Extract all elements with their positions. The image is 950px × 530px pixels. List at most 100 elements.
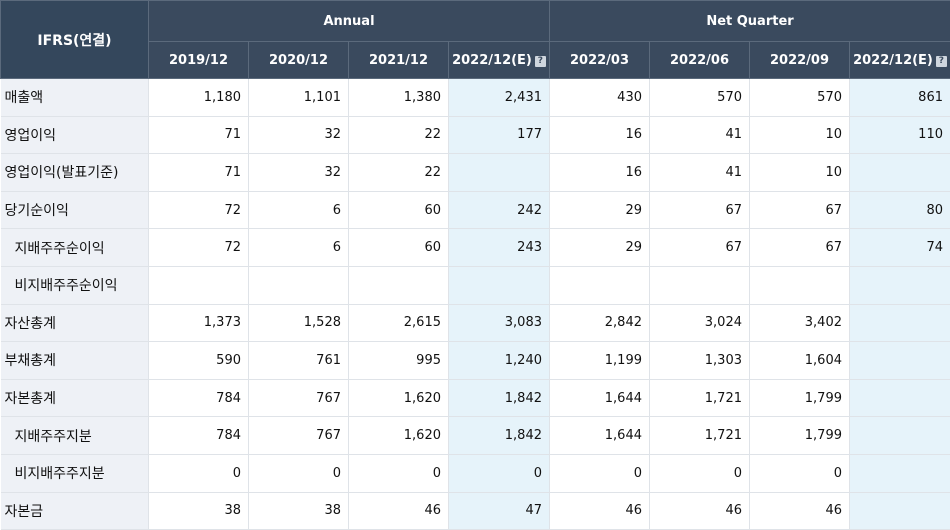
value-cell-estimate bbox=[850, 342, 950, 380]
period-header: 2022/06 bbox=[650, 42, 750, 79]
value-cell: 767 bbox=[249, 379, 349, 417]
value-cell: 22 bbox=[349, 154, 449, 192]
value-cell: 570 bbox=[750, 79, 850, 117]
row-label[interactable]: 영업이익 bbox=[1, 116, 149, 154]
value-cell: 0 bbox=[750, 454, 850, 492]
value-cell: 22 bbox=[349, 116, 449, 154]
value-cell: 1,528 bbox=[249, 304, 349, 342]
value-cell bbox=[750, 266, 850, 304]
value-cell bbox=[249, 266, 349, 304]
value-cell-estimate: 3,083 bbox=[449, 304, 550, 342]
value-cell: 2,615 bbox=[349, 304, 449, 342]
value-cell-estimate: 1,842 bbox=[449, 379, 550, 417]
value-cell: 6 bbox=[249, 191, 349, 229]
table-row: 자산총계 1,373 1,528 2,615 3,083 2,842 3,024… bbox=[1, 304, 950, 342]
row-label[interactable]: 자본총계 bbox=[1, 379, 149, 417]
value-cell-estimate bbox=[850, 417, 950, 455]
value-cell: 60 bbox=[349, 229, 449, 267]
value-cell: 0 bbox=[349, 454, 449, 492]
value-cell: 46 bbox=[750, 492, 850, 530]
table-row: 당기순이익 72 6 60 242 29 67 67 80 bbox=[1, 191, 950, 229]
period-header-estimate: 2022/12(E)? bbox=[449, 42, 550, 79]
value-cell-estimate: 110 bbox=[850, 116, 950, 154]
value-cell: 1,620 bbox=[349, 417, 449, 455]
row-label[interactable]: 비지배주주지분 bbox=[1, 454, 149, 492]
value-cell: 1,180 bbox=[149, 79, 249, 117]
value-cell: 71 bbox=[149, 154, 249, 192]
value-cell: 16 bbox=[550, 154, 650, 192]
row-label[interactable]: 영업이익(발표기준) bbox=[1, 154, 149, 192]
value-cell: 46 bbox=[550, 492, 650, 530]
quarter-group-header: Net Quarter bbox=[550, 1, 950, 42]
value-cell bbox=[149, 266, 249, 304]
value-cell: 10 bbox=[750, 154, 850, 192]
value-cell: 1,799 bbox=[750, 379, 850, 417]
value-cell-estimate: 243 bbox=[449, 229, 550, 267]
value-cell-estimate bbox=[850, 454, 950, 492]
value-cell: 41 bbox=[650, 116, 750, 154]
table-row: 자본총계 784 767 1,620 1,842 1,644 1,721 1,7… bbox=[1, 379, 950, 417]
row-label[interactable]: 지배주주순이익 bbox=[1, 229, 149, 267]
value-cell: 3,402 bbox=[750, 304, 850, 342]
value-cell-estimate: 861 bbox=[850, 79, 950, 117]
table-row: 지배주주순이익 72 6 60 243 29 67 67 74 bbox=[1, 229, 950, 267]
value-cell-estimate: 1,842 bbox=[449, 417, 550, 455]
value-cell: 784 bbox=[149, 379, 249, 417]
value-cell: 67 bbox=[750, 191, 850, 229]
row-label[interactable]: 매출액 bbox=[1, 79, 149, 117]
value-cell: 1,373 bbox=[149, 304, 249, 342]
value-cell: 784 bbox=[149, 417, 249, 455]
value-cell-estimate: 177 bbox=[449, 116, 550, 154]
value-cell: 1,199 bbox=[550, 342, 650, 380]
table-corner-header: IFRS(연결) bbox=[1, 1, 149, 79]
value-cell: 72 bbox=[149, 191, 249, 229]
value-cell: 1,721 bbox=[650, 417, 750, 455]
row-label[interactable]: 지배주주지분 bbox=[1, 417, 149, 455]
value-cell: 41 bbox=[650, 154, 750, 192]
value-cell: 32 bbox=[249, 116, 349, 154]
value-cell: 72 bbox=[149, 229, 249, 267]
annual-group-header: Annual bbox=[149, 1, 550, 42]
row-label[interactable]: 비지배주주순이익 bbox=[1, 266, 149, 304]
value-cell: 38 bbox=[149, 492, 249, 530]
period-header: 2022/03 bbox=[550, 42, 650, 79]
table-row: 비지배주주지분 0 0 0 0 0 0 0 bbox=[1, 454, 950, 492]
value-cell: 32 bbox=[249, 154, 349, 192]
value-cell bbox=[349, 266, 449, 304]
value-cell-estimate: 74 bbox=[850, 229, 950, 267]
value-cell-estimate bbox=[850, 304, 950, 342]
period-header: 2020/12 bbox=[249, 42, 349, 79]
help-icon[interactable]: ? bbox=[936, 56, 947, 67]
value-cell-estimate: 80 bbox=[850, 191, 950, 229]
period-header: 2021/12 bbox=[349, 42, 449, 79]
value-cell: 6 bbox=[249, 229, 349, 267]
row-label[interactable]: 자본금 bbox=[1, 492, 149, 530]
value-cell: 1,604 bbox=[750, 342, 850, 380]
value-cell: 67 bbox=[650, 229, 750, 267]
row-label[interactable]: 부채총계 bbox=[1, 342, 149, 380]
value-cell: 0 bbox=[149, 454, 249, 492]
period-header: 2019/12 bbox=[149, 42, 249, 79]
value-cell: 430 bbox=[550, 79, 650, 117]
value-cell: 1,620 bbox=[349, 379, 449, 417]
value-cell: 67 bbox=[750, 229, 850, 267]
table-row: 매출액 1,180 1,101 1,380 2,431 430 570 570 … bbox=[1, 79, 950, 117]
value-cell: 60 bbox=[349, 191, 449, 229]
value-cell: 1,380 bbox=[349, 79, 449, 117]
period-header-estimate: 2022/12(E)? bbox=[850, 42, 950, 79]
help-icon[interactable]: ? bbox=[535, 56, 546, 67]
value-cell: 995 bbox=[349, 342, 449, 380]
value-cell-estimate bbox=[850, 154, 950, 192]
value-cell: 38 bbox=[249, 492, 349, 530]
table-row: 비지배주주순이익 bbox=[1, 266, 950, 304]
value-cell: 0 bbox=[650, 454, 750, 492]
value-cell-estimate: 2,431 bbox=[449, 79, 550, 117]
row-label[interactable]: 자산총계 bbox=[1, 304, 149, 342]
value-cell-estimate bbox=[850, 379, 950, 417]
table-row: 영업이익(발표기준) 71 32 22 16 41 10 bbox=[1, 154, 950, 192]
value-cell: 71 bbox=[149, 116, 249, 154]
row-label[interactable]: 당기순이익 bbox=[1, 191, 149, 229]
table-row: 자본금 38 38 46 47 46 46 46 bbox=[1, 492, 950, 530]
table-row: 부채총계 590 761 995 1,240 1,199 1,303 1,604 bbox=[1, 342, 950, 380]
